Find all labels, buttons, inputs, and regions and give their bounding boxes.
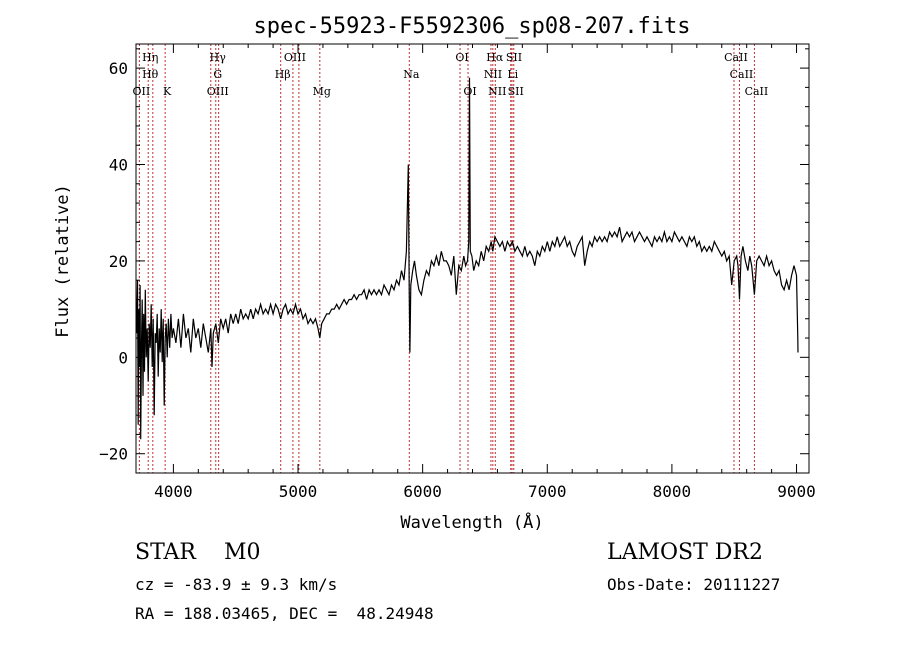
line-label: Hγ (210, 51, 227, 64)
y-tick-label: 20 (109, 252, 128, 271)
emission-line-labels: OIIHηHθKHγGOIIIHβOIIIMgNaOIOINIIHαNIILiS… (133, 51, 769, 98)
y-axis-ticks: −20 0 20 40 60 (99, 48, 809, 464)
x-tick-label: 5000 (279, 482, 318, 501)
line-label: CaII (724, 51, 748, 64)
line-label: Li (507, 68, 518, 81)
line-label: SII (506, 51, 522, 64)
x-axis-label: Wavelength (Å) (400, 511, 543, 533)
line-label: OIII (207, 85, 229, 98)
y-tick-label: −20 (99, 445, 128, 464)
y-axis-label: Flux (relative) (53, 184, 73, 338)
line-label: Na (403, 68, 420, 81)
redshift-info: cz = -83.9 ± 9.3 km/s (135, 575, 338, 594)
y-tick-label: 40 (109, 156, 128, 175)
line-label: Mg (313, 85, 331, 98)
line-label: Hθ (142, 68, 159, 81)
y-tick-label: 60 (109, 59, 128, 78)
line-label: NII (484, 68, 502, 81)
y-tick-label: 0 (118, 348, 128, 367)
line-label: OIII (284, 51, 306, 64)
line-label: Hα (486, 51, 504, 64)
object-class: STAR M0 (135, 540, 261, 565)
line-label: CaII (745, 85, 769, 98)
x-tick-label: 8000 (653, 482, 692, 501)
spectrum-chart: spec-55923-F5592306_sp08-207.fits OII Hη H… (53, 14, 816, 533)
x-tick-label: 9000 (777, 482, 816, 501)
x-tick-label: 4000 (154, 482, 193, 501)
line-label: G (213, 68, 222, 81)
coordinates-info: RA = 188.03465, DEC = 48.24948 (135, 604, 434, 623)
line-label: NII (488, 85, 506, 98)
line-label: OII (133, 85, 151, 98)
emission-line-markers (138, 44, 755, 473)
observation-date: Obs-Date: 20111227 (607, 575, 781, 594)
x-tick-label: 7000 (528, 482, 567, 501)
line-label: Hβ (275, 68, 291, 81)
line-label: CaII (730, 68, 754, 81)
line-label: Hη (142, 51, 158, 64)
spectrum-line (136, 77, 799, 440)
chart-title: spec-55923-F5592306_sp08-207.fits (253, 14, 690, 39)
line-label: SII (508, 85, 524, 98)
line-label: K (163, 85, 172, 98)
x-tick-label: 6000 (403, 482, 442, 501)
x-axis-ticks: 4000 5000 6000 7000 8000 9000 (154, 44, 816, 501)
survey-label: LAMOST DR2 (607, 540, 763, 565)
line-label: OI (455, 51, 468, 64)
